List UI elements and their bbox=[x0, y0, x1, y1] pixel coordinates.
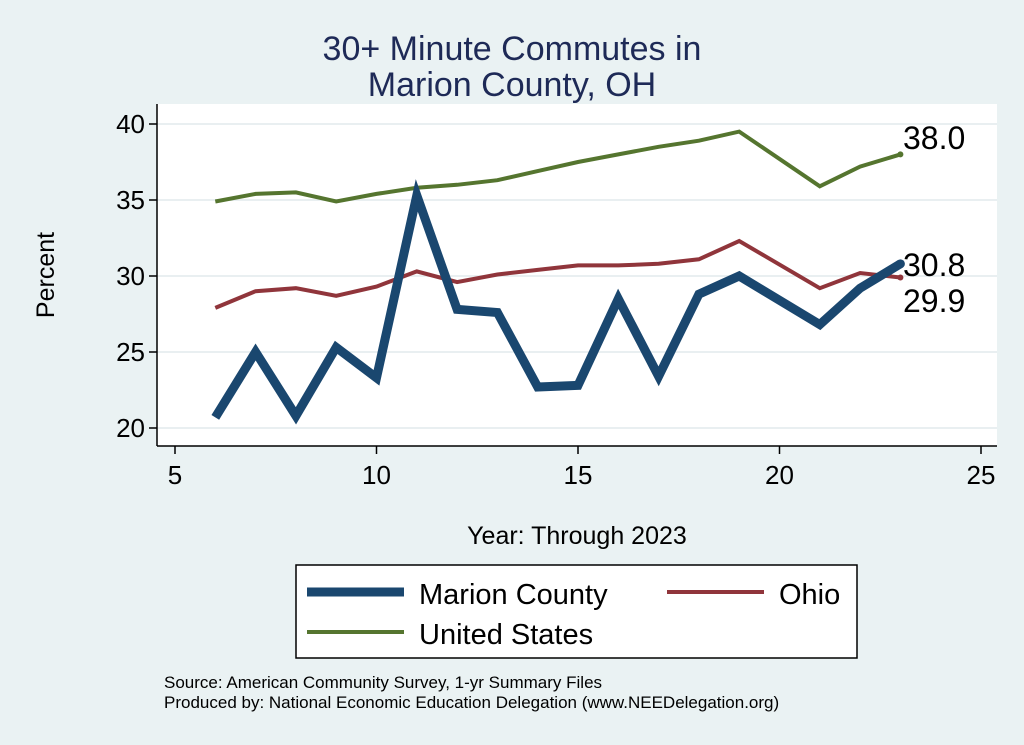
series-line-united-states bbox=[214, 129, 901, 204]
series-end-marker-marion-county bbox=[895, 259, 905, 269]
legend-label-ohio: Ohio bbox=[779, 579, 840, 611]
x-axis-title: Year: Through 2023 bbox=[467, 522, 687, 550]
y-axis-title: Percent bbox=[32, 232, 60, 318]
x-tick-label-10: 10 bbox=[362, 460, 391, 490]
x-tick-label-15: 15 bbox=[564, 460, 593, 490]
legend-box bbox=[295, 564, 858, 659]
legend-label-marion-county: Marion County bbox=[419, 579, 608, 611]
source-note: Source: American Community Survey, 1-yr … bbox=[164, 673, 603, 692]
y-tick-label-20: 20 bbox=[116, 413, 145, 443]
x-tick-label-20: 20 bbox=[765, 460, 794, 490]
x-tick-label-5: 5 bbox=[168, 460, 182, 490]
legend-label-united-states: United States bbox=[419, 619, 593, 651]
series-end-marker-united-states bbox=[897, 151, 904, 158]
x-tick-label-25: 25 bbox=[967, 460, 996, 490]
y-tick-label-25: 25 bbox=[116, 337, 145, 367]
series-line-marion-county bbox=[211, 179, 903, 425]
y-tick-label-35: 35 bbox=[116, 185, 145, 215]
producer-note: Produced by: National Economic Education… bbox=[164, 693, 780, 712]
chart-title-line-2: Marion County, OH bbox=[367, 66, 657, 104]
end-label-marion-county: 30.8 bbox=[903, 247, 965, 283]
end-label-ohio: 29.9 bbox=[903, 283, 965, 319]
series-line-ohio bbox=[214, 238, 901, 310]
y-tick-label-30: 30 bbox=[116, 261, 145, 291]
chart-title-line-1: 30+ Minute Commutes in bbox=[322, 30, 702, 68]
y-tick-label-40: 40 bbox=[116, 109, 145, 139]
end-label-united-states: 38.0 bbox=[903, 120, 965, 156]
series-end-marker-ohio bbox=[897, 274, 904, 281]
